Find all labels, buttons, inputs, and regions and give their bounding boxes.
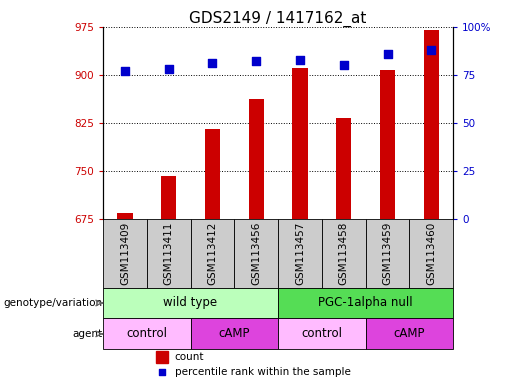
Bar (380, 70, 395, 219)
Bar (424, 30, 439, 219)
FancyBboxPatch shape (103, 318, 191, 349)
Text: GSM113409: GSM113409 (120, 222, 130, 285)
FancyBboxPatch shape (191, 219, 234, 288)
Text: control: control (126, 327, 167, 340)
Text: PGC-1alpha null: PGC-1alpha null (318, 296, 413, 310)
Text: genotype/variation: genotype/variation (3, 298, 102, 308)
FancyBboxPatch shape (409, 219, 453, 288)
Bar (161, 176, 176, 219)
Text: cAMP: cAMP (393, 327, 425, 340)
Bar (293, 68, 307, 219)
Text: GSM113456: GSM113456 (251, 222, 261, 285)
Bar (156, 351, 168, 363)
FancyBboxPatch shape (103, 219, 147, 288)
Point (158, 369, 166, 376)
FancyBboxPatch shape (322, 219, 366, 288)
Point (208, 60, 216, 66)
FancyBboxPatch shape (278, 288, 453, 318)
FancyBboxPatch shape (234, 219, 278, 288)
FancyBboxPatch shape (191, 318, 278, 349)
Text: GSM113460: GSM113460 (426, 222, 436, 285)
Text: percentile rank within the sample: percentile rank within the sample (175, 367, 351, 377)
Text: GSM113458: GSM113458 (339, 222, 349, 285)
FancyBboxPatch shape (103, 288, 278, 318)
Bar (249, 99, 264, 219)
Text: GSM113457: GSM113457 (295, 222, 305, 285)
Bar (336, 118, 351, 219)
Text: agent: agent (72, 329, 102, 339)
Point (252, 58, 260, 65)
FancyBboxPatch shape (366, 219, 409, 288)
Text: control: control (301, 327, 342, 340)
Text: count: count (175, 352, 204, 362)
Text: GSM113459: GSM113459 (383, 222, 392, 285)
Bar (117, 213, 132, 219)
Point (164, 66, 173, 72)
Point (427, 47, 435, 53)
Text: GSM113411: GSM113411 (164, 222, 174, 285)
FancyBboxPatch shape (278, 318, 366, 349)
Point (339, 62, 348, 68)
Text: GSM113412: GSM113412 (208, 222, 217, 285)
Point (383, 51, 391, 57)
Point (296, 56, 304, 63)
FancyBboxPatch shape (278, 219, 322, 288)
FancyBboxPatch shape (147, 219, 191, 288)
Title: GDS2149 / 1417162_at: GDS2149 / 1417162_at (190, 11, 367, 27)
Bar (205, 129, 220, 219)
Point (121, 68, 129, 74)
Text: wild type: wild type (163, 296, 218, 310)
FancyBboxPatch shape (366, 318, 453, 349)
Text: cAMP: cAMP (218, 327, 250, 340)
